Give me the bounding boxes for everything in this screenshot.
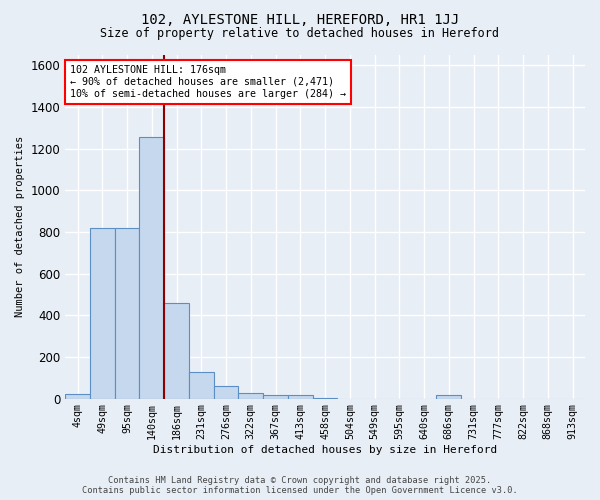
Y-axis label: Number of detached properties: Number of detached properties <box>15 136 25 318</box>
X-axis label: Distribution of detached houses by size in Hereford: Distribution of detached houses by size … <box>153 445 497 455</box>
Bar <box>214 386 238 398</box>
Bar <box>65 394 90 398</box>
Text: Contains HM Land Registry data © Crown copyright and database right 2025.
Contai: Contains HM Land Registry data © Crown c… <box>82 476 518 495</box>
Bar <box>288 396 313 398</box>
Text: 102, AYLESTONE HILL, HEREFORD, HR1 1JJ: 102, AYLESTONE HILL, HEREFORD, HR1 1JJ <box>141 12 459 26</box>
Text: Size of property relative to detached houses in Hereford: Size of property relative to detached ho… <box>101 28 499 40</box>
Bar <box>263 396 288 398</box>
Bar <box>139 138 164 398</box>
Text: 102 AYLESTONE HILL: 176sqm
← 90% of detached houses are smaller (2,471)
10% of s: 102 AYLESTONE HILL: 176sqm ← 90% of deta… <box>70 66 346 98</box>
Bar <box>90 228 115 398</box>
Bar <box>115 228 139 398</box>
Bar <box>189 372 214 398</box>
Bar <box>164 303 189 398</box>
Bar <box>436 396 461 398</box>
Bar <box>238 394 263 398</box>
